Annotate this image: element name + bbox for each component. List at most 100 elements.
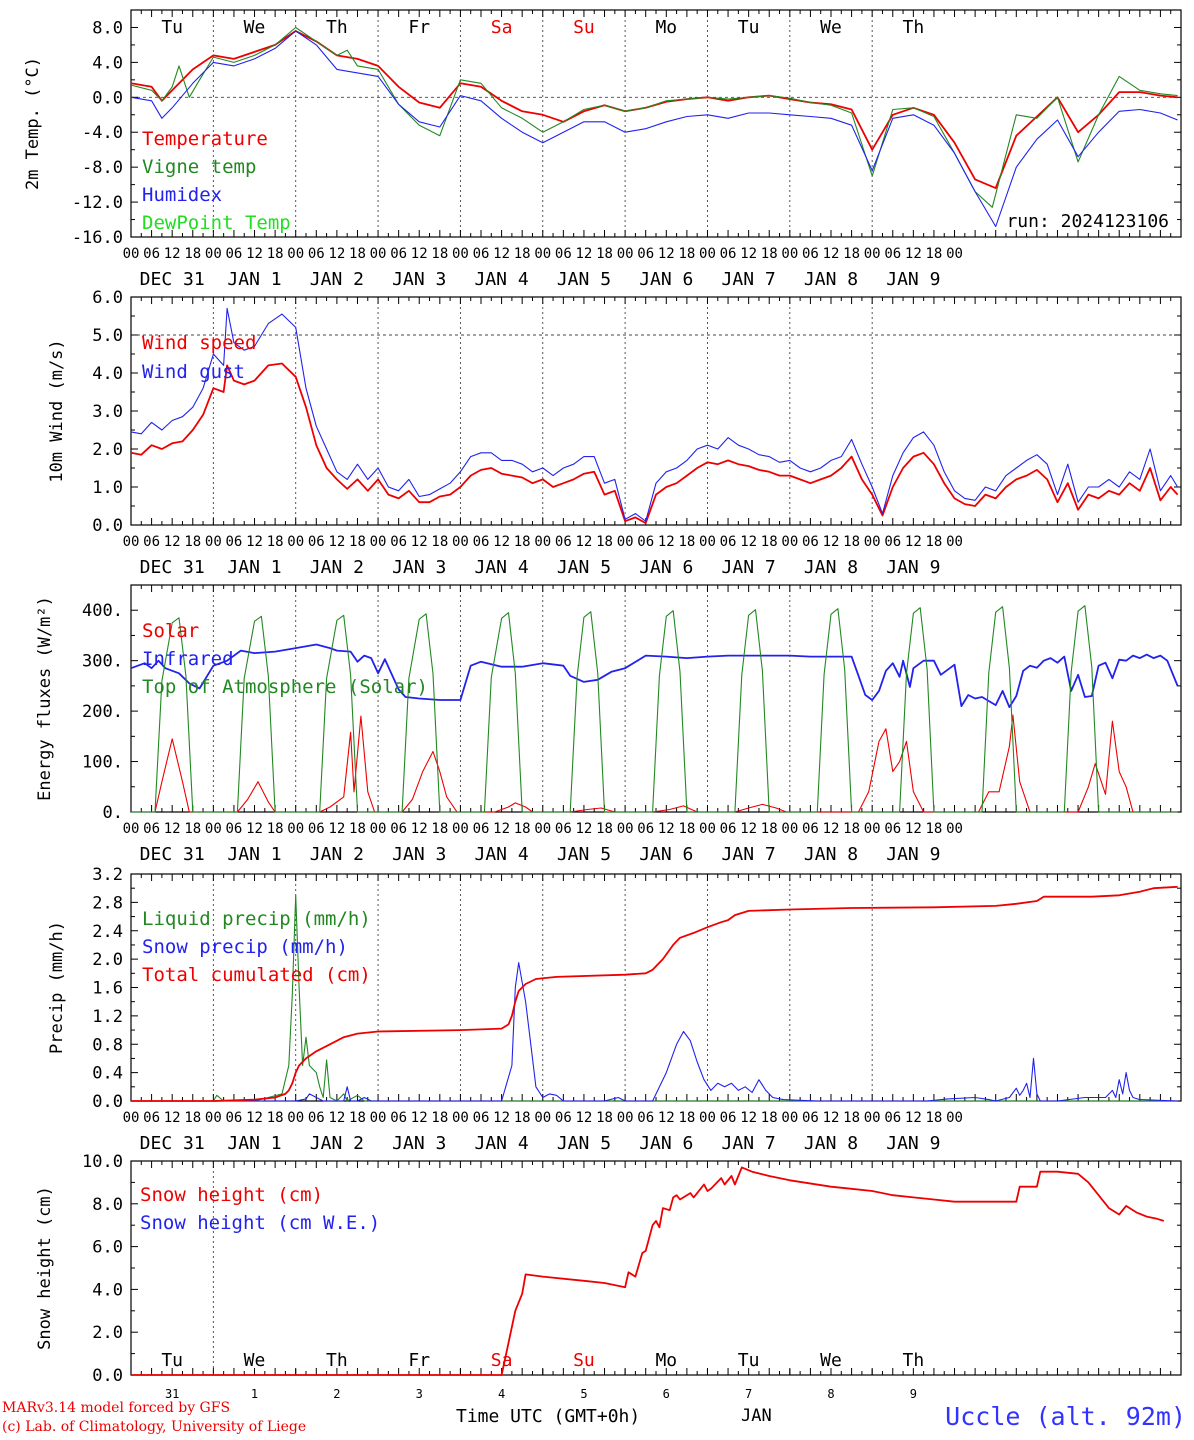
temperature-hour-label: 06 [143,246,160,262]
precip-series-total-cumulated-cm [131,885,1178,1102]
energy-ylabel: Energy fluxes (W/m²) [35,596,55,801]
temperature-legend-vigne-temp: Vigne temp [142,156,256,178]
wind-hour-label: 18 [843,534,860,550]
snow-day-name: Th [903,1350,925,1371]
temperature-day-name: Mo [655,17,677,38]
wind-hour-label: 00 [864,534,881,550]
energy-legend-infrared: Infrared [142,648,234,670]
wind-hour-label: 00 [287,534,304,550]
precip-date-label: JAN 2 [310,1133,364,1154]
model-credit: MARv3.14 model forced by GFS [2,1400,231,1416]
energy-hour-label: 00 [205,821,222,837]
energy-hour-label: 06 [720,821,737,837]
precip-hour-label: 00 [864,1110,881,1126]
temperature-hour-label: 00 [864,246,881,262]
energy-hour-label: 12 [823,821,840,837]
temperature-day-name: Th [326,17,348,38]
wind-date-label: JAN 3 [392,557,446,578]
temperature-hour-label: 12 [658,246,675,262]
wind-hour-label: 06 [637,534,654,550]
wind-hour-label: 18 [349,534,366,550]
snow-ylabel: Snow height (cm) [35,1186,55,1350]
temperature-hour-label: 06 [884,246,901,262]
energy-hour-label: 00 [123,821,140,837]
precip-hour-label: 00 [781,1110,798,1126]
snow-day-number: 5 [580,1387,587,1401]
temperature-hour-label: 06 [555,246,572,262]
temperature-day-name: Tu [738,17,760,38]
temperature-day-name: Fr [408,17,430,38]
snow-day-number: 9 [910,1387,917,1401]
energy-hour-label: 00 [287,821,304,837]
temperature-legend-humidex: Humidex [142,184,222,206]
wind-hour-label: 06 [308,534,325,550]
temperature-hour-label: 18 [267,246,284,262]
precip-hour-label: 06 [884,1110,901,1126]
wind-hour-label: 06 [226,534,243,550]
energy-ytick-label: 300. [82,652,123,672]
temperature-series-humidex [130,30,1178,228]
temperature-ytick-label: -12.0 [72,193,123,213]
temperature-hour-label: 18 [761,246,778,262]
temperature-frame [130,9,1182,238]
precip-hour-label: 12 [740,1110,757,1126]
energy-hour-label: 00 [781,821,798,837]
precip-hour-label: 00 [617,1110,634,1126]
wind-hour-label: 00 [452,534,469,550]
snow-legend-snow-height-cm: Snow height (cm) [140,1184,323,1206]
temperature-hour-label: 06 [390,246,407,262]
energy-ytick-label: 0. [103,803,123,823]
energy-hour-label: 18 [184,821,201,837]
precip-hour-label: 18 [267,1110,284,1126]
wind-hour-label: 06 [720,534,737,550]
energy-hour-label: 06 [884,821,901,837]
wind-hour-label: 12 [823,534,840,550]
wind-date-label: JAN 6 [639,557,693,578]
energy-hour-label: 12 [411,821,428,837]
snow-day-number: 4 [498,1387,505,1401]
temperature-hour-label: 12 [328,246,345,262]
precip-hour-label: 18 [678,1110,695,1126]
precip-hour-label: 12 [164,1110,181,1126]
temperature-date-label: JAN 3 [392,269,446,290]
precip-date-label: JAN 5 [557,1133,611,1154]
wind-hour-label: 12 [905,534,922,550]
precip-hour-label: 18 [596,1110,613,1126]
temperature-date-label: JAN 6 [639,269,693,290]
wind-ylabel: 10m Wind (m/s) [47,339,67,482]
snow-ytick-label: 4.0 [92,1280,123,1300]
precip-legend-liquid-precip-mm-h: Liquid precip (mm/h) [142,908,371,930]
temperature-hour-label: 06 [226,246,243,262]
temperature-date-label: JAN 7 [722,269,776,290]
precip-series-snow-precip-mm-h [131,962,1178,1102]
precip-hour-label: 00 [946,1110,963,1126]
precip-hour-label: 06 [473,1110,490,1126]
wind-hour-label: 06 [390,534,407,550]
energy-hour-label: 12 [740,821,757,837]
wind-hour-label: 12 [164,534,181,550]
wind-date-label: JAN 8 [804,557,858,578]
energy-frame [130,584,1182,813]
energy-date-label: JAN 3 [392,844,446,865]
temperature-date-label: JAN 4 [474,269,528,290]
wind-hour-label: 06 [884,534,901,550]
wind-ytick-label: 5.0 [92,326,123,346]
snow-day-number: 1 [251,1387,258,1401]
precip-ytick-label: 1.6 [92,979,123,999]
snow-day-name: Fr [408,1350,430,1371]
precip-ylabel: Precip (mm/h) [47,921,67,1054]
energy-series-top-of-atmosphere-solar [131,605,1178,813]
precip-ytick-label: 2.4 [92,922,123,942]
wind-hour-label: 00 [946,534,963,550]
precip-hour-label: 06 [637,1110,654,1126]
precip-hour-label: 12 [658,1110,675,1126]
snow-day-number: 7 [745,1387,752,1401]
energy-hour-label: 00 [617,821,634,837]
precip-date-label: JAN 6 [639,1133,693,1154]
energy-hour-label: 12 [328,821,345,837]
precip-hour-label: 06 [143,1110,160,1126]
precip-hour-label: 18 [349,1110,366,1126]
precip-date-label: JAN 4 [474,1133,528,1154]
wind-hour-label: 18 [184,534,201,550]
precip-hour-label: 12 [823,1110,840,1126]
